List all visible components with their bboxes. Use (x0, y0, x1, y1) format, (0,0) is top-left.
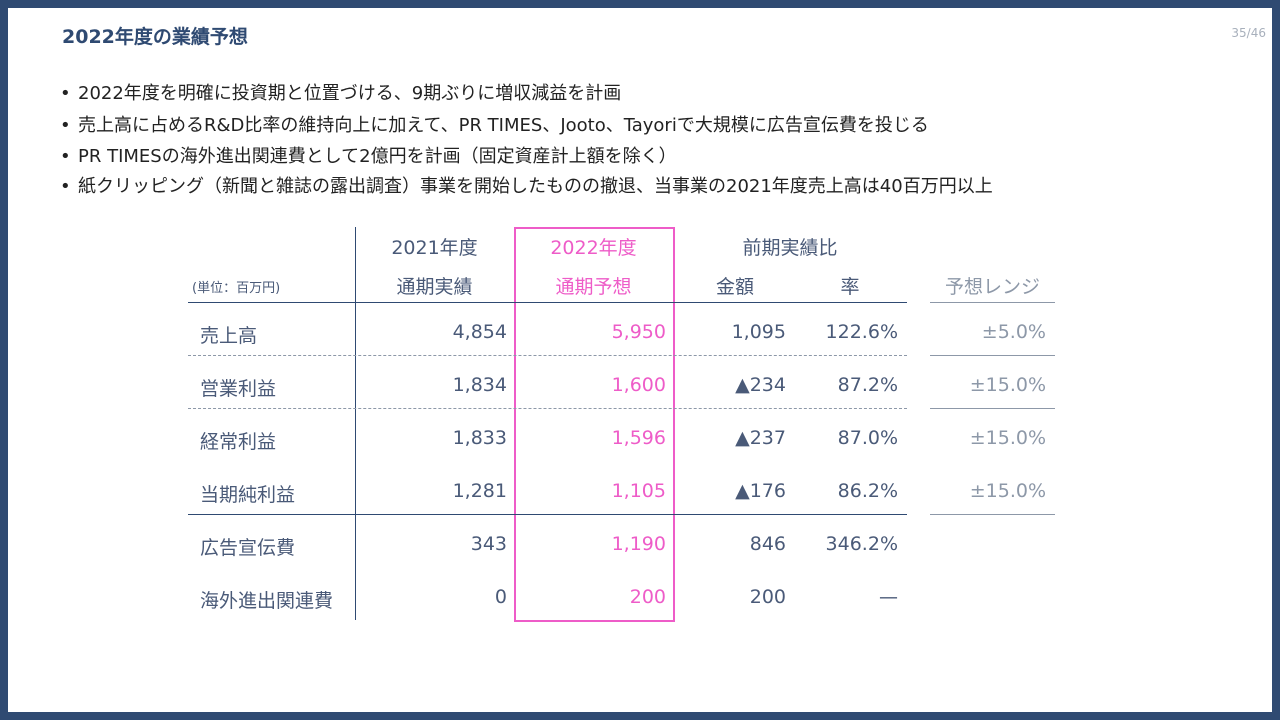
row-label: 海外進出関連費 (200, 590, 334, 612)
value-2022: 1,596 (611, 427, 666, 449)
header-rate: 率 (840, 276, 860, 298)
value-yoy-rate: 346.2% (825, 533, 898, 555)
bullet-marker: • (60, 115, 71, 136)
row-label: 売上高 (200, 325, 258, 347)
slide-title: 2022年度の業績予想 (62, 26, 248, 48)
row-label: 営業利益 (200, 378, 277, 400)
value-2021: 1,281 (452, 480, 507, 502)
value-range: ±15.0% (969, 374, 1046, 396)
bullet-marker: • (60, 146, 71, 167)
value-yoy-amount: 846 (749, 533, 786, 555)
value-2022: 1,190 (611, 533, 666, 555)
header-rule (188, 302, 907, 303)
header-yoy: 前期実績比 (742, 237, 838, 259)
value-yoy-amount: ▲237 (735, 427, 786, 449)
header-range: 予想レンジ (944, 276, 1040, 298)
value-yoy-rate: — (879, 586, 898, 608)
bullet-item: • PR TIMESの海外進出関連費として2億円を計画（固定資産計上額を除く） (60, 142, 677, 168)
value-2021: 0 (494, 586, 507, 608)
bullet-text: 売上高に占めるR&D比率の維持向上に加えて、PR TIMES、Jooto、Tay… (78, 115, 929, 136)
row-label: 当期純利益 (200, 484, 296, 506)
value-2022: 5,950 (611, 321, 666, 343)
bullet-text: 紙クリッピング（新聞と雑誌の露出調査）事業を開始したものの撤退、当事業の2021… (78, 176, 993, 197)
value-2021: 1,834 (452, 374, 507, 396)
value-yoy-amount: 1,095 (731, 321, 786, 343)
range-rule (930, 355, 1055, 356)
unit-label: (単位：百万円) (192, 281, 281, 296)
bullet-marker: • (60, 83, 71, 104)
header-2021-year: 2021年度 (391, 237, 478, 259)
bullet-text: 2022年度を明確に投資期と位置づける、9期ぶりに増収減益を計画 (78, 83, 622, 104)
bullet-text: PR TIMESの海外進出関連費として2億円を計画（固定資産計上額を除く） (78, 146, 677, 167)
row-label: 経常利益 (200, 431, 277, 453)
section-rule (188, 514, 907, 515)
page-number: 35/46 (1231, 26, 1266, 40)
value-2021: 1,833 (452, 427, 507, 449)
bullet-marker: • (60, 176, 71, 197)
value-2022: 1,600 (611, 374, 666, 396)
highlight-box-2022 (514, 227, 675, 622)
value-yoy-amount: ▲234 (735, 374, 786, 396)
value-yoy-rate: 86.2% (837, 480, 898, 502)
header-2022-year: 2022年度 (550, 237, 637, 259)
value-2022: 1,105 (611, 480, 666, 502)
range-rule (930, 514, 1055, 515)
value-range: ±15.0% (969, 427, 1046, 449)
range-rule (930, 408, 1055, 409)
value-yoy-amount: ▲176 (735, 480, 786, 502)
column-divider (355, 227, 356, 620)
value-range: ±15.0% (969, 480, 1046, 502)
value-yoy-rate: 87.2% (837, 374, 898, 396)
header-amount: 金額 (715, 276, 754, 298)
value-yoy-amount: 200 (749, 586, 786, 608)
range-header-rule (930, 302, 1055, 303)
value-range: ±5.0% (981, 321, 1046, 343)
value-2021: 4,854 (452, 321, 507, 343)
row-rule (188, 355, 907, 356)
value-2022: 200 (629, 586, 666, 608)
value-yoy-rate: 122.6% (825, 321, 898, 343)
bullet-item: • 2022年度を明確に投資期と位置づける、9期ぶりに増収減益を計画 (60, 79, 621, 105)
value-yoy-rate: 87.0% (837, 427, 898, 449)
bullet-item: • 紙クリッピング（新聞と雑誌の露出調査）事業を開始したものの撤退、当事業の202… (60, 172, 993, 198)
row-label: 広告宣伝費 (200, 537, 296, 559)
bullet-item: • 売上高に占めるR&D比率の維持向上に加えて、PR TIMES、Jooto、Ta… (60, 111, 929, 137)
header-2022-sub: 通期予想 (555, 276, 632, 298)
row-rule (188, 408, 907, 409)
value-2021: 343 (470, 533, 507, 555)
header-2021-sub: 通期実績 (396, 276, 473, 298)
